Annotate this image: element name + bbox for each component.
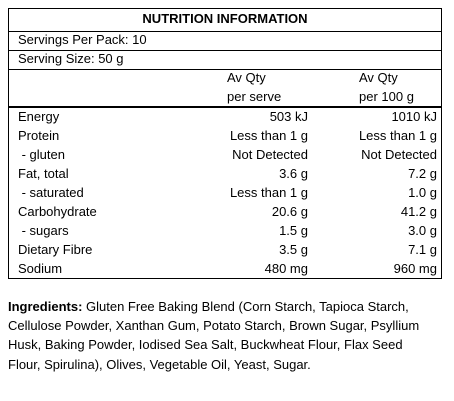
row-label-energy: Energy (18, 109, 60, 124)
ingredients-heading: Ingredients: (8, 299, 83, 314)
row-per-100g-sugars: 3.0 g (408, 223, 437, 238)
row-per-serve-gluten: Not Detected (232, 147, 308, 162)
row-label-protein: Protein (18, 128, 60, 143)
row-per-100g-protein: Less than 1 g (358, 128, 437, 143)
ingredients-statement: Ingredients: Gluten Free Baking Blend (C… (8, 297, 428, 374)
row-per-serve-dietary-fibre: 3.5 g (279, 242, 308, 257)
header-per-serve-line2: per serve (227, 89, 282, 104)
row-per-serve-carbohydrate: 20.6 g (271, 204, 308, 219)
ingredients-text: Gluten Free Baking Blend (Corn Starch, T… (8, 299, 420, 372)
row-label-gluten: - gluten (18, 147, 65, 162)
divider (9, 69, 441, 70)
row-per-serve-fat-total: 3.6 g (279, 166, 308, 181)
header-per-100g-line1: Av Qty (359, 70, 398, 85)
row-per-serve-protein: Less than 1 g (229, 128, 308, 143)
panel-title: NUTRITION INFORMATION (142, 11, 308, 26)
row-per-100g-fat-total: 7.2 g (408, 166, 437, 181)
divider (9, 50, 441, 51)
header-divider (9, 106, 441, 108)
row-per-serve-saturated: Less than 1 g (229, 185, 308, 200)
header-per-100g-line2: per 100 g (359, 89, 414, 104)
nutrition-panel: NUTRITION INFORMATION Servings Per Pack:… (8, 8, 442, 279)
row-per-100g-sodium: 960 mg (393, 261, 437, 276)
serving-size: Serving Size: 50 g (18, 51, 124, 66)
row-label-dietary-fibre: Dietary Fibre (18, 242, 93, 257)
header-per-serve-line1: Av Qty (227, 70, 266, 85)
servings-per-pack: Servings Per Pack: 10 (18, 32, 147, 47)
row-per-100g-dietary-fibre: 7.1 g (408, 242, 437, 257)
row-label-sugars: - sugars (18, 223, 69, 238)
row-per-100g-energy: 1010 kJ (391, 109, 437, 124)
row-per-serve-sodium: 480 mg (264, 261, 308, 276)
row-per-100g-gluten: Not Detected (361, 147, 437, 162)
row-label-fat-total: Fat, total (18, 166, 69, 181)
row-label-saturated: - saturated (18, 185, 84, 200)
row-per-100g-carbohydrate: 41.2 g (400, 204, 437, 219)
row-per-serve-sugars: 1.5 g (279, 223, 308, 238)
row-label-carbohydrate: Carbohydrate (18, 204, 97, 219)
row-label-sodium: Sodium (18, 261, 63, 276)
divider (9, 31, 441, 32)
row-per-100g-saturated: 1.0 g (408, 185, 437, 200)
row-per-serve-energy: 503 kJ (269, 109, 308, 124)
